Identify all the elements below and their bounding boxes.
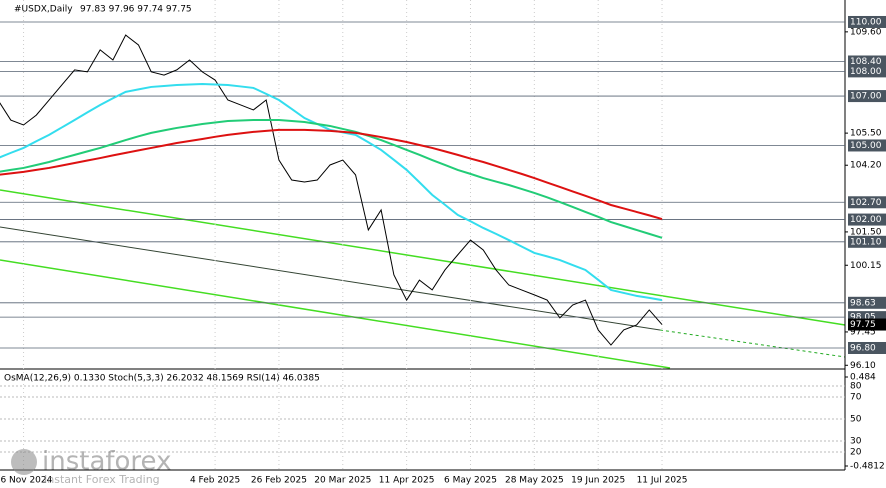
y-tick-label: 30	[850, 436, 862, 446]
level-tag	[848, 196, 886, 209]
level-label: 105.00	[850, 141, 882, 151]
level-tag	[848, 296, 886, 309]
trend-line	[0, 226, 661, 331]
y2-tick-label: -0.4812	[850, 461, 885, 471]
x-tick-label: 11 Apr 2025	[379, 476, 435, 486]
y-tick-label: 105.50	[850, 129, 882, 139]
channel-line	[0, 259, 671, 369]
watermark: instaforex Instant Forex Trading	[11, 447, 171, 486]
moving-average	[0, 119, 663, 239]
level-label: 107.00	[850, 92, 882, 102]
price-tag-label: 97.75	[850, 320, 876, 330]
moving-average	[0, 128, 663, 221]
y-tick-label: 80	[850, 381, 862, 391]
y-tick-label: 50	[850, 414, 862, 424]
y-tick-label: 104.20	[850, 161, 882, 171]
chart-subtitle: 97.83 97.96 97.74 97.75	[80, 5, 192, 15]
watermark-logo	[11, 449, 37, 475]
chart-title: #USDX,Daily	[14, 5, 73, 15]
level-tag	[848, 65, 886, 78]
level-label: 101.10	[850, 237, 882, 247]
trend-line	[659, 329, 846, 358]
level-label: 108.00	[850, 67, 882, 77]
level-tag	[848, 15, 886, 28]
level-label: 102.00	[850, 215, 882, 225]
x-tick-label: 28 May 2025	[505, 476, 564, 486]
x-tick-label: 26 Nov 2024	[0, 476, 53, 486]
price-tag	[848, 318, 886, 331]
level-label: 110.00	[850, 17, 882, 27]
y-tick-label: 100.15	[850, 261, 882, 271]
x-tick-label: 11 Jul 2025	[637, 476, 688, 486]
level-label: 96.80	[850, 343, 876, 353]
watermark-brand: instaforex	[42, 447, 171, 477]
level-tag	[848, 235, 886, 248]
level-label: 98.05	[850, 313, 876, 323]
level-tag	[848, 90, 886, 103]
level-tag	[848, 55, 886, 68]
x-tick-label: 20 Mar 2025	[314, 476, 371, 486]
indicator-title: OsMA(12,26,9) 0.1330 Stoch(5,3,3) 26.203…	[4, 374, 320, 384]
watermark-tagline: Instant Forex Trading	[44, 473, 160, 486]
y-tick-label: 70	[850, 392, 862, 402]
x-tick-label: 26 Feb 2025	[251, 476, 307, 486]
x-tick-label: 6 May 2025	[444, 476, 497, 486]
level-tag	[848, 341, 886, 354]
level-label: 102.70	[850, 198, 882, 208]
x-tick-label: 4 Feb 2025	[190, 476, 240, 486]
y-tick-label: 97.45	[850, 327, 876, 337]
price-line	[0, 34, 663, 346]
y-tick-label: 96.10	[850, 361, 876, 371]
y-tick-label: 101.50	[850, 227, 882, 237]
level-label: 108.40	[850, 57, 882, 67]
x-tick-label: 19 Jun 2025	[571, 476, 625, 486]
level-tag	[848, 213, 886, 226]
y2-tick-label: 0.484	[850, 373, 876, 383]
y-tick-label: 109.60	[850, 27, 882, 37]
y-tick-label: 20	[850, 447, 862, 457]
level-label: 98.63	[850, 298, 876, 308]
level-tag	[848, 139, 886, 152]
